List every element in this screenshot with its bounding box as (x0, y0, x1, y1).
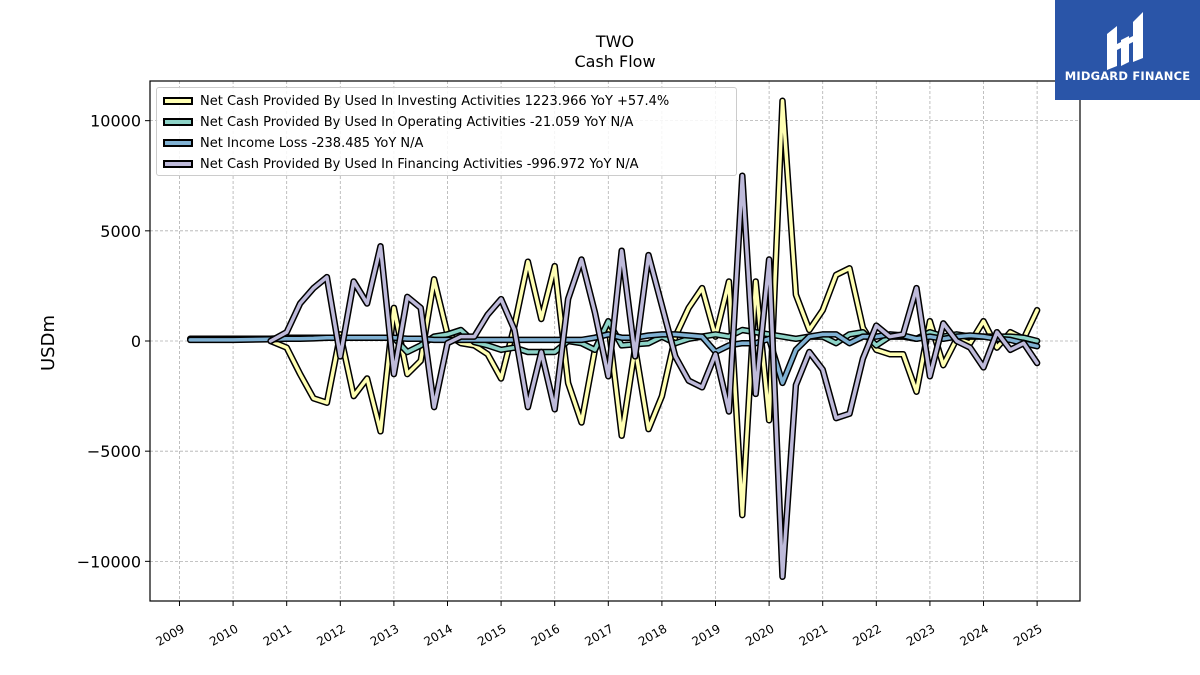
legend-swatch-investing (163, 97, 193, 105)
x-tick-label: 2010 (207, 621, 240, 648)
x-tick-label: 2016 (529, 621, 562, 648)
x-tick-label: 2018 (636, 621, 669, 648)
legend-swatch-financing (163, 160, 193, 168)
logo-mark-icon (1107, 12, 1143, 70)
chart-title: TWO (595, 32, 634, 51)
x-tick-label: 2015 (475, 621, 508, 648)
y-tick-label: −5000 (87, 442, 141, 461)
x-tick-label: 2024 (958, 621, 991, 648)
y-tick-label: −10000 (77, 552, 141, 571)
legend-swatch-net-income (163, 139, 193, 147)
y-axis-label: USDm (38, 315, 59, 371)
x-tick-label: 2021 (797, 621, 830, 648)
legend-item-investing: Net Cash Provided By Used In Investing A… (163, 92, 669, 110)
x-tick-label: 2025 (1011, 621, 1044, 648)
x-tick-label: 2022 (850, 621, 883, 648)
chart-subtitle: Cash Flow (574, 52, 655, 71)
legend-label-net-income: Net Income Loss -238.485 YoY N/A (200, 135, 424, 151)
legend-label-financing: Net Cash Provided By Used In Financing A… (200, 156, 639, 172)
chart-legend: Net Cash Provided By Used In Investing A… (156, 87, 737, 176)
x-tick-label: 2009 (154, 621, 187, 648)
y-tick-label: 0 (131, 332, 141, 351)
x-tick-label: 2013 (368, 621, 401, 648)
series-line-net-cash-provided-by-used-in-financing-activities (268, 173, 1039, 579)
x-tick-label: 2011 (261, 621, 294, 648)
legend-label-operating: Net Cash Provided By Used In Operating A… (200, 114, 634, 130)
y-tick-label: 5000 (100, 222, 141, 241)
series-layer (186, 97, 1041, 581)
legend-item-financing: Net Cash Provided By Used In Financing A… (163, 155, 639, 173)
x-tick-label: 2019 (690, 621, 723, 648)
x-tick-label: 2023 (904, 621, 937, 648)
legend-label-investing: Net Cash Provided By Used In Investing A… (200, 93, 670, 109)
legend-item-net-income: Net Income Loss -238.485 YoY N/A (163, 134, 423, 152)
y-tick-label: 10000 (90, 112, 141, 131)
logo-text: MIDGARD FINANCE (1064, 69, 1191, 83)
x-tick-label: 2017 (582, 621, 615, 648)
x-tick-label: 2020 (743, 621, 776, 648)
legend-item-operating: Net Cash Provided By Used In Operating A… (163, 113, 633, 131)
x-tick-label: 2014 (422, 621, 455, 648)
legend-swatch-operating (163, 118, 193, 126)
midgard-finance-logo: MIDGARD FINANCE (1055, 0, 1200, 100)
x-tick-label: 2012 (314, 621, 347, 648)
